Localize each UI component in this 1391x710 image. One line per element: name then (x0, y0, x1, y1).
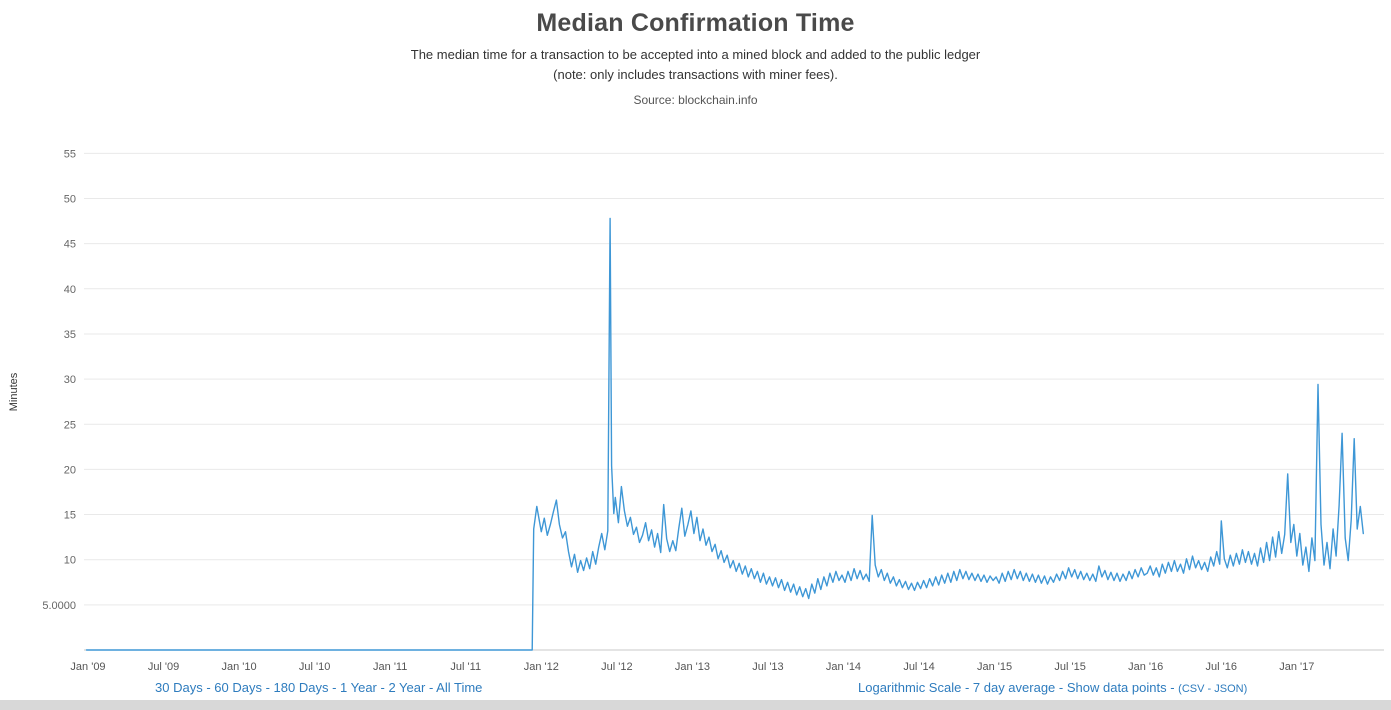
x-tick-label: Jan '10 (222, 661, 257, 673)
x-tick-label: Jul '09 (148, 661, 179, 673)
x-tick-label: Jan '15 (977, 661, 1012, 673)
x-tick-label: Jul '16 (1206, 661, 1237, 673)
footer-bar (0, 700, 1391, 710)
range-30-days-link[interactable]: 30 Days (155, 680, 203, 695)
series-line (85, 217, 1365, 651)
csv-link[interactable]: CSV (1181, 683, 1205, 695)
chart-header: Median Confirmation Time The median time… (0, 0, 1391, 107)
y-tick-label: 45 (64, 239, 76, 251)
x-tick-label: Jul '12 (601, 661, 632, 673)
chart-source: Source: blockchain.info (633, 93, 758, 107)
y-tick-label: 50 (64, 194, 76, 206)
x-tick-label: Jan '14 (826, 661, 861, 673)
range-180-days-link[interactable]: 180 Days (273, 680, 329, 695)
link-separator: - (1204, 683, 1215, 695)
range-2-year-link[interactable]: 2 Year (388, 680, 426, 695)
y-tick-label: 10 (64, 555, 76, 567)
x-tick-label: Jan '12 (524, 661, 559, 673)
y-tick-label: 15 (64, 510, 76, 522)
show-data-points-link[interactable]: Show data points (1066, 680, 1167, 695)
x-tick-label: Jan '11 (373, 661, 407, 673)
seven-day-average-link[interactable]: 7 day average (972, 680, 1056, 695)
page-title: Median Confirmation Time (536, 9, 855, 37)
x-tick-label: Jul '10 (299, 661, 330, 673)
range-all-time-link[interactable]: All Time (436, 680, 483, 695)
link-separator: - (961, 680, 973, 695)
y-tick-label: 35 (64, 329, 76, 341)
link-separator: - (425, 680, 437, 695)
range-1-year-link[interactable]: 1 Year (340, 680, 377, 695)
link-separator: - (1166, 680, 1179, 695)
x-tick-label: Jul '11 (450, 661, 481, 673)
range-links: 30 Days - 60 Days - 180 Days - 1 Year - … (155, 680, 482, 695)
link-separator: - (1055, 680, 1067, 695)
link-separator: - (376, 680, 389, 695)
y-tick-label: 20 (64, 464, 76, 476)
range-60-days-link[interactable]: 60 Days (214, 680, 262, 695)
y-tick-label: 30 (64, 374, 76, 386)
x-tick-label: Jul '13 (752, 661, 783, 673)
chart-area: 5.0000 10 15 20 25 30 35 40 45 50 55 Jan '09 Jul '09… (0, 128, 1391, 688)
link-separator: - (328, 680, 341, 695)
x-tick-label: Jan '09 (70, 661, 105, 673)
y-tick-label: 55 (64, 148, 76, 160)
paren-open: ( (1178, 683, 1182, 695)
link-separator: - (261, 680, 274, 695)
x-tick-label: Jan '16 (1128, 661, 1163, 673)
y-tick-label: 40 (64, 284, 76, 296)
paren-close: ) (1243, 683, 1248, 695)
x-tick-label: Jan '13 (675, 661, 710, 673)
x-tick-label: Jan '17 (1279, 661, 1314, 673)
x-tick-label: Jul '14 (903, 661, 934, 673)
json-link[interactable]: JSON (1214, 683, 1244, 695)
median-confirmation-time-chart[interactable]: 5.0000 10 15 20 25 30 35 40 45 50 55 Jan '09 Jul '09… (0, 128, 1391, 680)
y-tick-label: 5.0000 (42, 600, 76, 612)
x-tick-label: Jul '15 (1054, 661, 1085, 673)
link-separator: - (202, 680, 215, 695)
y-tick-label: 25 (64, 419, 76, 431)
option-links: Logarithmic Scale - 7 day average - Show… (858, 680, 1247, 695)
logarithmic-scale-link[interactable]: Logarithmic Scale (858, 680, 962, 695)
chart-subtitle: The median time for a transaction to be … (410, 47, 981, 82)
